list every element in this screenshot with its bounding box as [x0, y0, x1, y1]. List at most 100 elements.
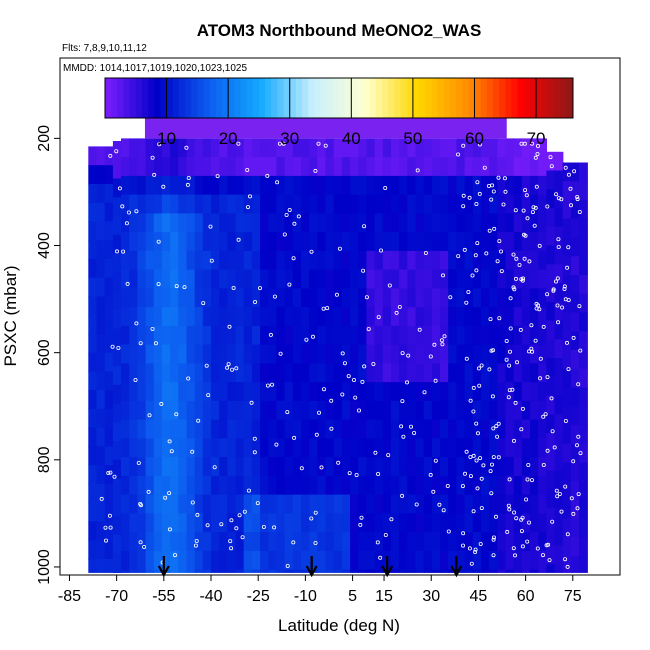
heat-cell	[530, 532, 539, 552]
heat-cell	[391, 382, 400, 402]
heat-cell	[480, 213, 490, 233]
heat-cell	[104, 502, 114, 523]
sample-point	[360, 379, 365, 384]
heat-cell	[88, 408, 98, 429]
sample-point	[526, 462, 531, 467]
sample-point	[389, 517, 394, 522]
colorbar-tick-label: 30	[280, 129, 299, 148]
heat-cell	[505, 400, 515, 421]
heat-cell	[129, 175, 138, 196]
heat-cell	[562, 312, 572, 332]
heat-cell	[554, 376, 564, 397]
heat-cell	[382, 475, 392, 496]
heat-cell	[489, 269, 498, 289]
sample-point	[462, 247, 467, 252]
heat-cell	[546, 508, 556, 528]
heat-cell	[358, 175, 367, 196]
heat-cell	[456, 363, 466, 383]
heat-cell	[366, 363, 376, 383]
heat-cell	[292, 325, 302, 346]
heat-cell	[350, 325, 359, 346]
heat-cell	[202, 363, 212, 383]
heat-cell	[161, 175, 171, 196]
heat-cell	[366, 494, 376, 514]
heat-cell	[350, 269, 359, 289]
heat-cell	[366, 550, 376, 571]
heat-cell	[513, 532, 523, 552]
heat-cell	[480, 175, 490, 196]
sample-point	[108, 525, 113, 530]
heat-cell	[579, 481, 588, 501]
heat-cell	[121, 550, 130, 571]
heat-cell	[235, 475, 245, 496]
heat-cell	[268, 194, 278, 214]
heat-cell	[104, 277, 114, 298]
sample-point	[514, 516, 519, 521]
heat-cell	[415, 250, 425, 271]
sample-point	[513, 553, 518, 558]
colorbar-segment	[326, 78, 334, 118]
heat-cell	[284, 363, 294, 383]
colorbar-segment	[246, 78, 254, 118]
heat-cell	[505, 419, 515, 439]
sample-point	[530, 141, 535, 146]
heat-cell	[456, 400, 466, 421]
heat-cell	[153, 382, 163, 402]
heat-cell	[219, 400, 228, 421]
heat-cell	[562, 443, 572, 464]
sample-point	[512, 287, 517, 292]
heat-cell	[178, 438, 188, 458]
heat-cell	[317, 344, 327, 364]
heat-cell	[464, 419, 474, 439]
heat-cell	[317, 138, 327, 158]
heat-cell	[317, 194, 327, 214]
y-axis-label: PSXC (mbar)	[1, 265, 20, 366]
heat-cell	[153, 307, 163, 327]
heat-cell	[292, 213, 302, 233]
heat-cell	[489, 307, 498, 327]
heat-cell	[145, 288, 155, 308]
sample-point	[576, 492, 581, 497]
heat-cell	[309, 382, 318, 402]
heat-cell	[562, 462, 572, 482]
heat-cell	[301, 307, 310, 327]
heat-cell	[292, 382, 302, 402]
heat-cell	[292, 232, 302, 252]
heat-cell	[112, 234, 122, 255]
colorbar: 10 20 30 40 50 60 70	[104, 77, 574, 148]
heat-cell	[391, 400, 400, 421]
heat-cell	[538, 307, 547, 327]
heat-cell	[325, 382, 335, 402]
heat-cell	[202, 457, 212, 477]
heat-cell	[276, 550, 286, 571]
sample-point	[566, 245, 571, 250]
heat-cell	[112, 291, 122, 311]
x-tick-label: -70	[105, 588, 128, 605]
heat-cell	[497, 157, 507, 177]
heat-cell	[333, 157, 343, 177]
sample-point	[538, 356, 543, 361]
sample-point	[468, 454, 473, 459]
heat-cell	[145, 400, 155, 421]
sample-point	[408, 424, 413, 429]
heat-cell	[399, 419, 408, 439]
colorbar-segment	[222, 78, 229, 118]
heat-cell	[521, 532, 531, 552]
heat-cell	[129, 400, 138, 421]
heat-cell	[161, 363, 171, 383]
heat-cell	[489, 288, 498, 308]
heat-cell	[472, 344, 482, 364]
sample-point	[519, 529, 524, 534]
heat-cell	[260, 232, 269, 252]
heat-cell	[112, 178, 122, 198]
heat-cell	[456, 288, 466, 308]
heat-cell	[456, 232, 466, 252]
heat-cell	[350, 288, 359, 308]
heat-cell	[137, 194, 147, 214]
heat-cell	[489, 382, 498, 402]
colorbar-tick-label: 60	[465, 129, 484, 148]
heat-cell	[374, 419, 384, 439]
heat-cell	[350, 232, 359, 252]
heat-cell	[431, 213, 441, 233]
heat-cell	[374, 438, 384, 458]
